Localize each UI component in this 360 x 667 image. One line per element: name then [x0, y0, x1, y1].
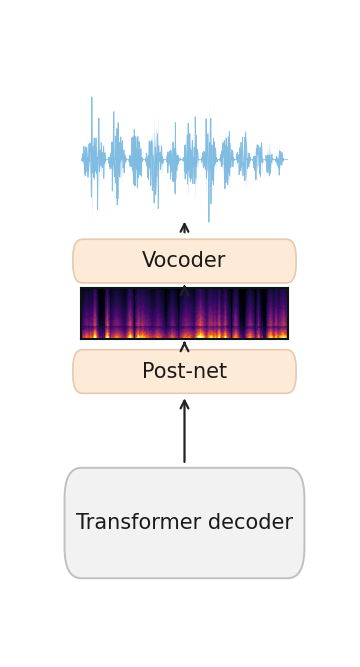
Text: Transformer decoder: Transformer decoder	[76, 513, 293, 533]
Text: Post-net: Post-net	[142, 362, 227, 382]
FancyBboxPatch shape	[73, 350, 296, 394]
FancyBboxPatch shape	[73, 239, 296, 283]
Text: Vocoder: Vocoder	[142, 251, 227, 271]
FancyBboxPatch shape	[64, 468, 305, 578]
